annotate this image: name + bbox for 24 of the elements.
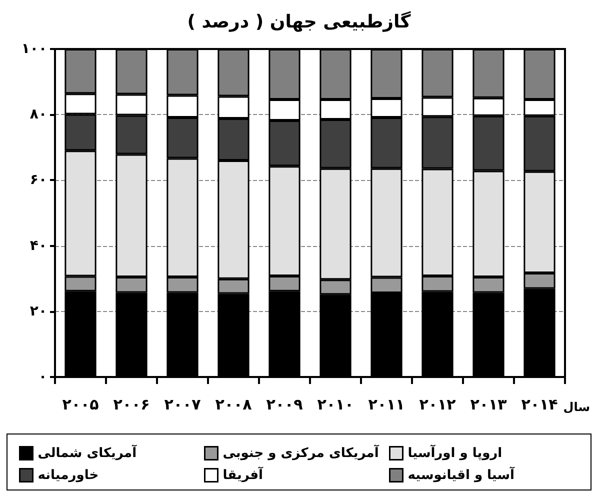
y-tick-label: ۸۰ [30, 106, 47, 123]
x-tick-label: ۲۰۱۲ [419, 396, 456, 414]
x-tick-label: ۲۰۱۱ [368, 396, 405, 414]
x-tick-label: ۲۰۱۴ [521, 396, 558, 414]
y-tick-label: ۶۰ [30, 172, 47, 188]
chart-title: گازطبیعی جهان ( درصد ) [187, 10, 412, 32]
legend-label: خاورمیانه [38, 468, 99, 483]
legend-label: آمریکای مرکزی و جنوبی [222, 444, 380, 461]
x-axis-title: سال [563, 400, 590, 414]
y-tick-label: ۱۰۰ [21, 41, 47, 57]
legend-label: اروپا و اورآسیا [408, 444, 502, 461]
legend-label: آفریقا [222, 466, 264, 483]
x-tick-label: ۲۰۰۷ [164, 396, 201, 414]
x-tick-label: ۲۰۱۰ [317, 396, 354, 414]
x-tick-label: ۲۰۰۸ [215, 396, 252, 414]
y-tick-label: ۰ [38, 369, 47, 385]
legend-label: آمریکای شمالی [38, 444, 138, 461]
x-tick-label: ۲۰۰۶ [113, 396, 150, 414]
y-tick-label: ۴۰ [30, 238, 47, 254]
y-tick-label: ۲۰ [30, 303, 47, 320]
legend-label: آسیا و اقیانوسیه [408, 466, 516, 483]
x-tick-label: ۲۰۰۹ [266, 396, 303, 414]
x-tick-label: ۲۰۰۵ [62, 396, 99, 414]
x-tick-label: ۲۰۱۳ [470, 396, 507, 414]
